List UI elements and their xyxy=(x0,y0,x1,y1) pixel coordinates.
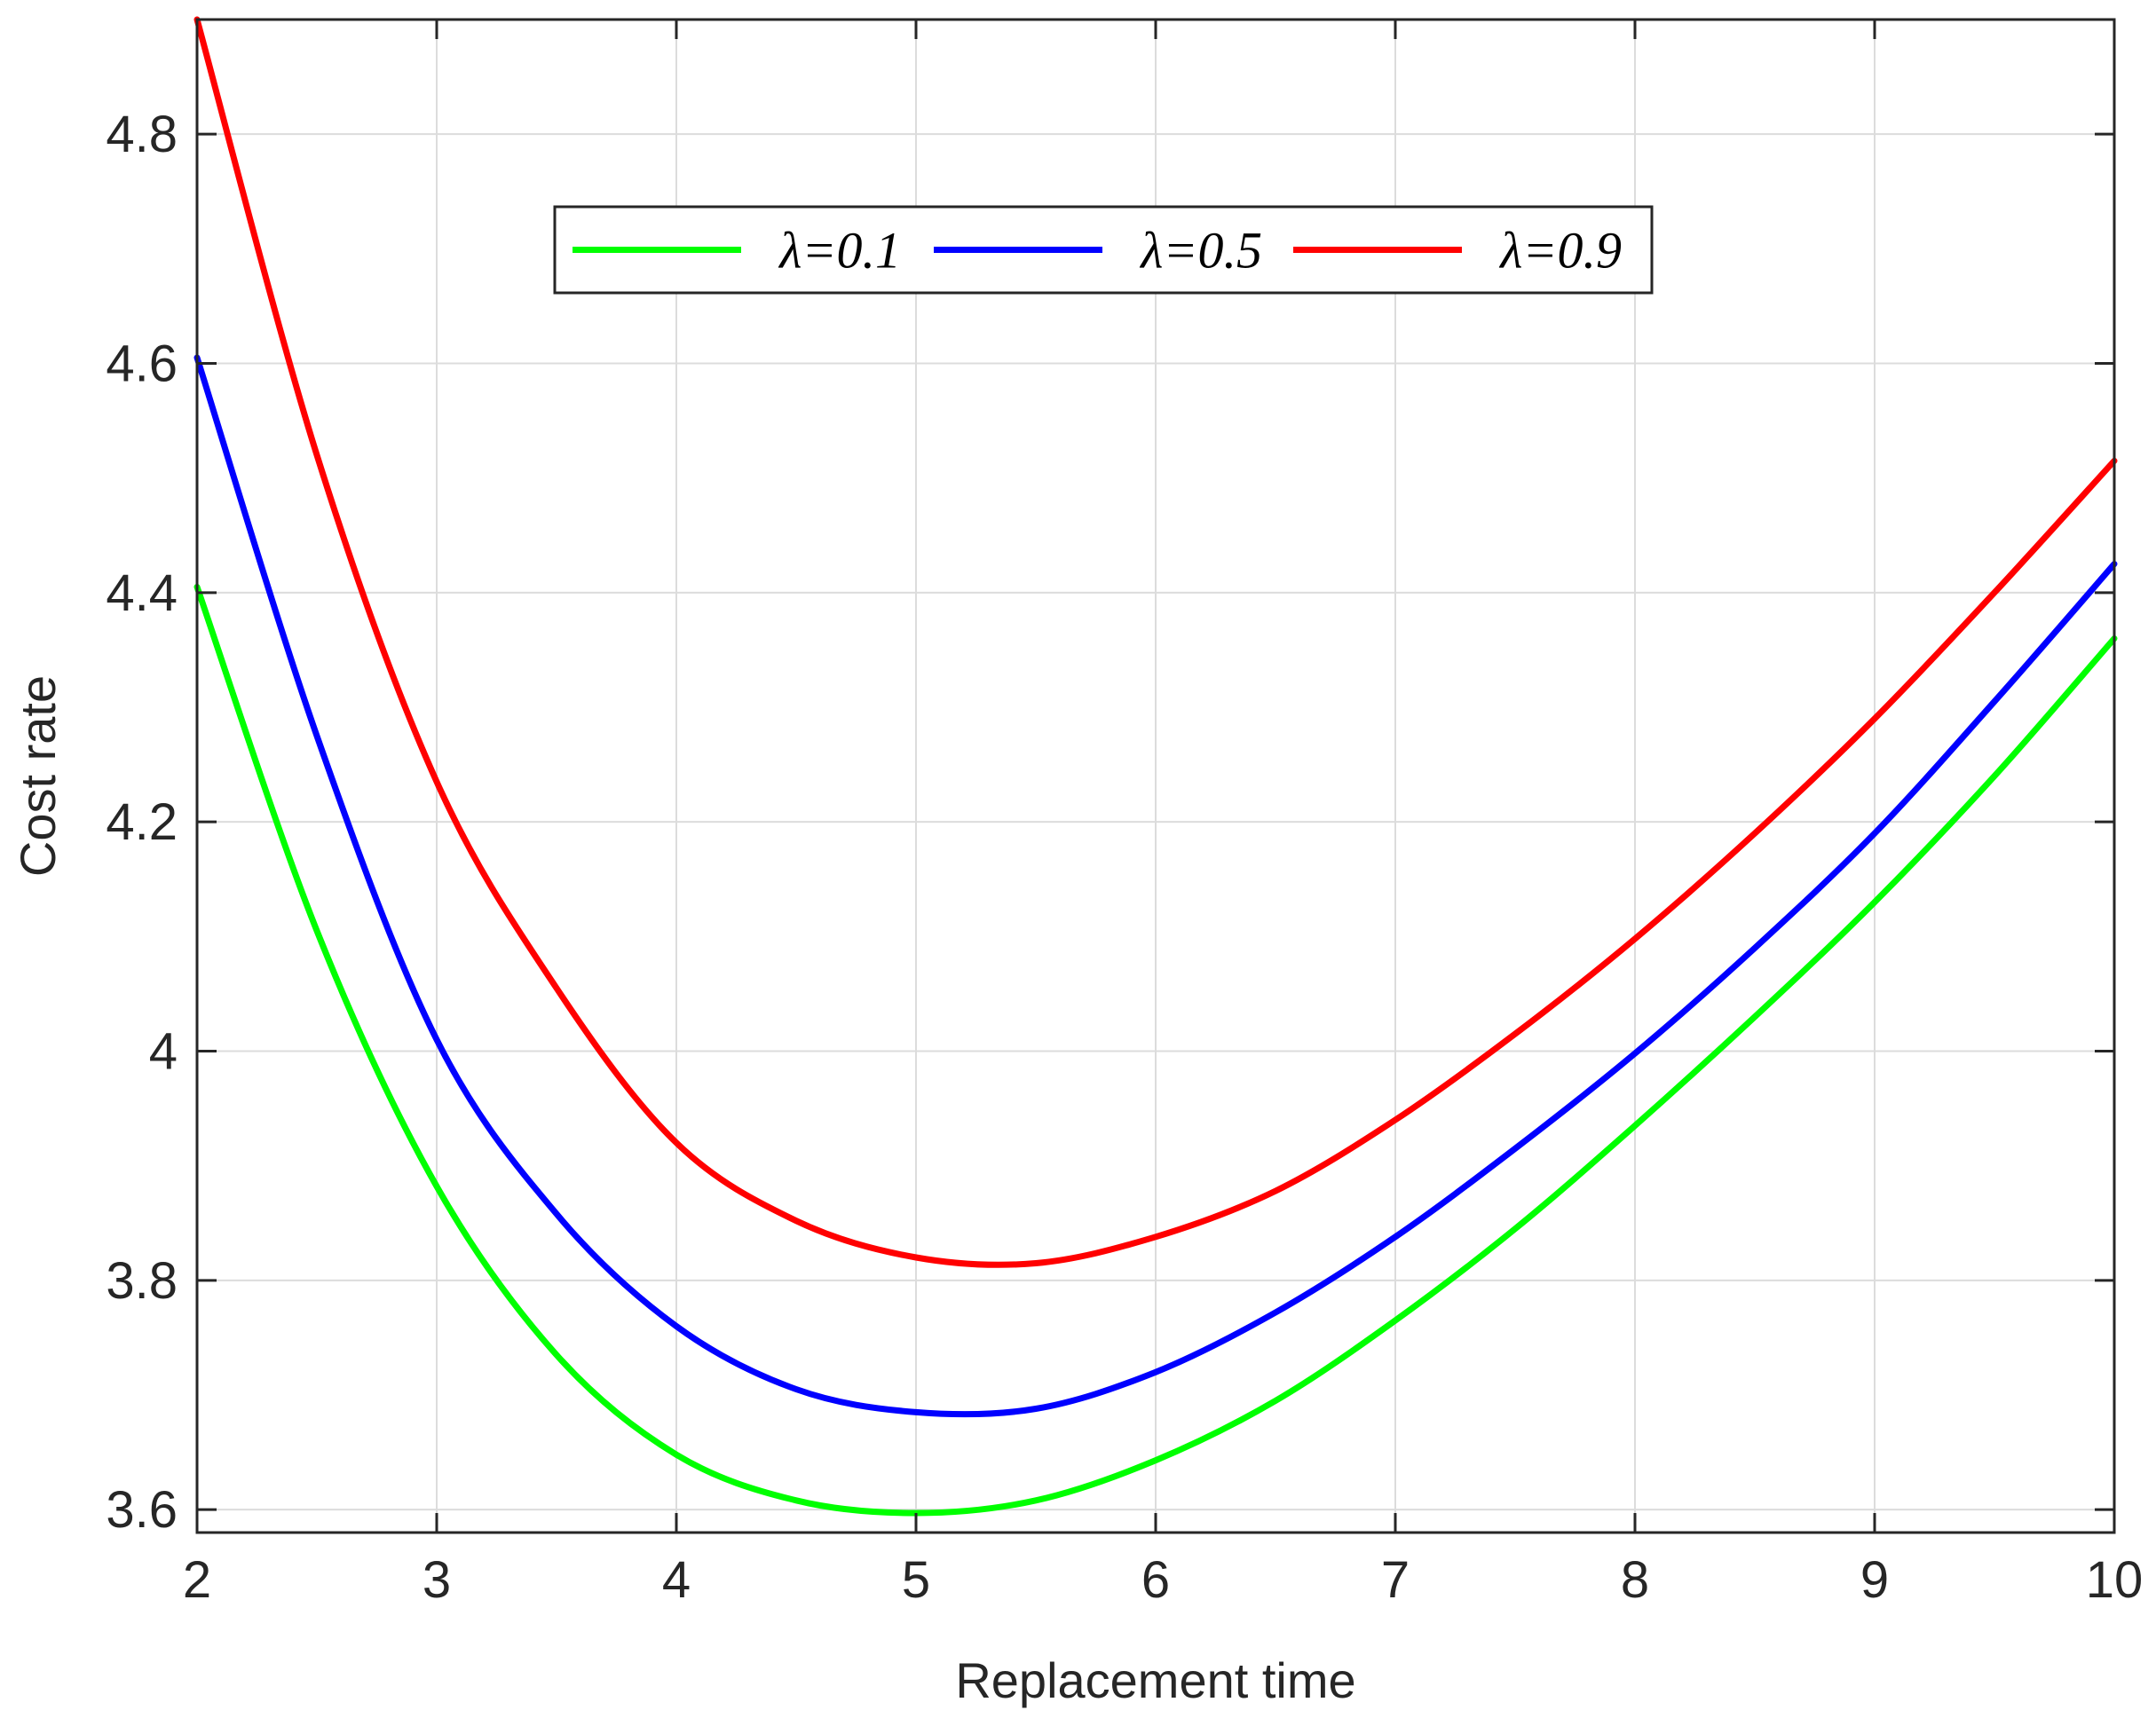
x-tick-label: 8 xyxy=(1621,1551,1649,1609)
x-axis-tick-labels: 2 3 4 5 6 7 8 9 10 xyxy=(183,1551,2143,1609)
x-tick-label: 9 xyxy=(1860,1551,1889,1609)
x-tick-label: 2 xyxy=(183,1551,211,1609)
legend: λ=0.1 λ=0.5 λ=0.9 xyxy=(553,205,1654,295)
legend-label: λ=0.1 xyxy=(778,222,901,280)
y-axis-tick-labels: 3.6 3.8 4 4.2 4.4 4.6 4.8 xyxy=(106,106,178,1539)
series-layer xyxy=(193,16,2118,1517)
y-tick-label: 3.8 xyxy=(106,1252,178,1310)
y-tick-label: 4.8 xyxy=(106,106,178,163)
legend-label: λ=0.5 xyxy=(1139,222,1262,280)
x-tick-label: 7 xyxy=(1381,1551,1410,1609)
y-tick-label: 3.6 xyxy=(106,1481,178,1539)
x-axis-title: Replacement time xyxy=(955,1652,1355,1708)
series-line-1 xyxy=(193,583,2118,1517)
y-tick-label: 4.6 xyxy=(106,335,178,393)
y-tick-label: 4 xyxy=(149,1023,178,1081)
series-line-2 xyxy=(193,354,2118,1418)
x-tick-label: 6 xyxy=(1141,1551,1170,1609)
y-tick-label: 4.4 xyxy=(106,564,178,622)
x-tick-label: 3 xyxy=(423,1551,451,1609)
x-tick-label: 4 xyxy=(662,1551,691,1609)
x-tick-label: 5 xyxy=(902,1551,930,1609)
axis-ticks xyxy=(195,20,2116,1533)
series-line-3 xyxy=(193,16,2118,1268)
legend-label: λ=0.9 xyxy=(1498,222,1622,280)
y-axis-title: Cost rate xyxy=(10,675,66,877)
x-tick-label: 10 xyxy=(2086,1551,2144,1609)
y-tick-label: 4.2 xyxy=(106,793,178,851)
